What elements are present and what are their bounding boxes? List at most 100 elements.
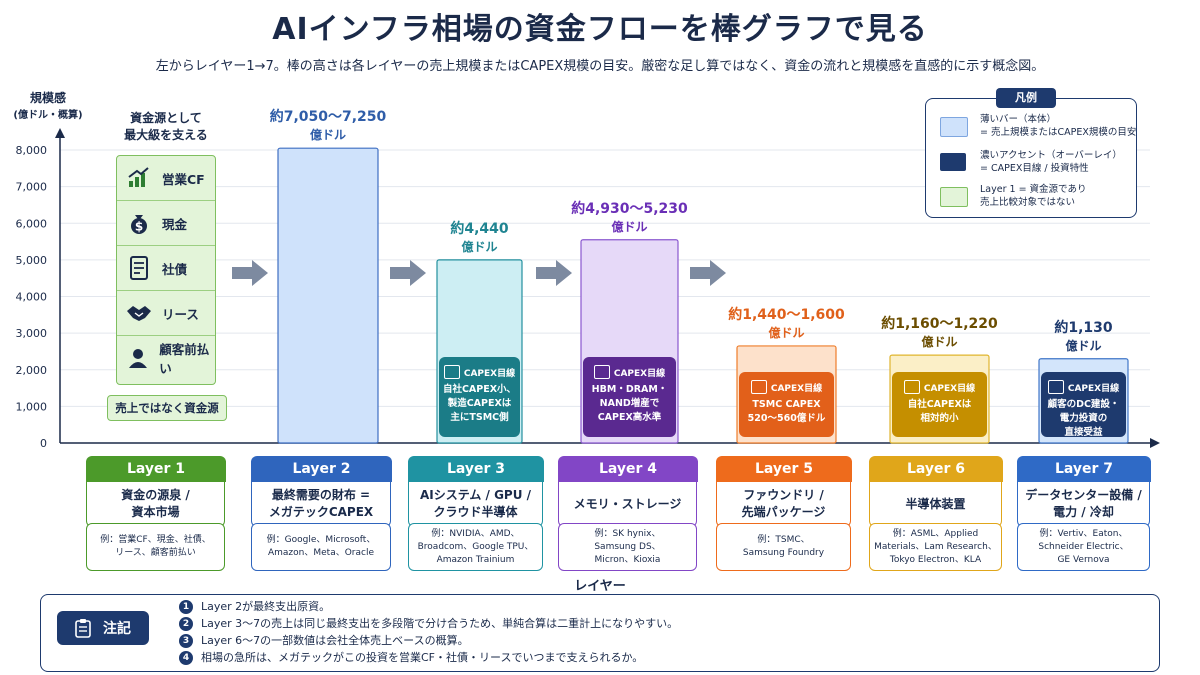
layer-card-title: ファウンドリ / 先端パッケージ (716, 482, 851, 527)
note-number: 1 (179, 600, 193, 614)
capex-overlay-text: 顧客のDC建設・ 電力投資の 直接受益 (1047, 399, 1120, 438)
capex-overlay: CAPEX目線 HBM・DRAM・ NAND増産で CAPEX高水準 (583, 357, 676, 437)
money-bag-icon: $ (126, 211, 152, 235)
layer-card-head: Layer 2 (251, 456, 392, 482)
capex-overlay-head: CAPEX目線 (892, 380, 987, 394)
legend-swatch (940, 117, 968, 137)
flow-arrow-icon (690, 260, 726, 286)
legend-title: 凡例 (996, 88, 1056, 108)
bar-value-range: 約1,130 (1054, 319, 1113, 336)
bar-value-label: 約4,930〜5,230 億ドル (541, 200, 718, 236)
capex-overlay-head: CAPEX目線 (583, 365, 676, 379)
source-label: 営業CF (162, 171, 205, 187)
layer-card-examples: 例：営業CF、現金、社債、 リース、顧客前払い (86, 523, 225, 571)
chip-icon (1047, 380, 1064, 394)
y-tick-label: 6,000 (16, 217, 48, 230)
chip-icon (903, 380, 920, 394)
bar-value-unit: 億ドル (921, 335, 958, 350)
layer-card-title: AIシステム / GPU / クラウド半導体 (408, 482, 543, 527)
y-tick-label: 3,000 (16, 327, 48, 340)
capex-overlay-head: CAPEX目線 (439, 365, 520, 379)
layer-card-head: Layer 1 (86, 456, 226, 482)
capex-overlay-head: CAPEX目線 (1041, 380, 1126, 394)
note-text: Layer 3〜7の売上は同じ最終支出を多段階で分け合うため、単純合算は二重計上… (201, 617, 679, 630)
source-item: 社債 (117, 246, 215, 291)
capex-overlay-title: CAPEX目線 (463, 368, 516, 379)
layer-card-title: データセンター設備 / 電力 / 冷却 (1017, 482, 1150, 527)
note-number: 4 (179, 651, 193, 665)
x-axis-label: レイヤー (574, 579, 626, 594)
clipboard-icon (75, 619, 91, 638)
bar-value-unit: 億ドル (611, 219, 648, 234)
chart-up-icon (126, 166, 152, 190)
bar-value-range: 約4,440 (450, 220, 509, 237)
capex-overlay: CAPEX目線自社CAPEX小、 製造CAPEXは 主にTSMC側 (439, 357, 520, 437)
layer-card-head: Layer 6 (869, 456, 1003, 482)
notes-box: 注記 1 Layer 2が最終支出原資。 2 Layer 3〜7の売上は同じ最終支出… (40, 594, 1160, 672)
sources-note: 売上ではなく資金源 (107, 395, 227, 421)
y-axis-arrow-icon (55, 128, 65, 138)
legend-label: Layer 1 = 資金源であり 売上比較対象ではない (980, 184, 1087, 208)
layer-card-examples: 例：ASML、Applied Materials、Lam Research、 T… (869, 523, 1002, 571)
capex-overlay: CAPEX目線 TSMC CAPEX 520〜560億ドル (739, 372, 834, 437)
capex-overlay-text: TSMC CAPEX 520〜560億ドル (747, 399, 826, 424)
layer-card-examples: 例：SK hynix、 Samsung DS、 Micron、Kioxia (558, 523, 697, 571)
flow-arrow-icon (536, 260, 572, 286)
notes-badge-label: 注記 (103, 621, 131, 637)
y-tick-label: 1,000 (16, 400, 48, 413)
layer-card-examples: 例：TSMC、 Samsung Foundry (716, 523, 851, 571)
note-text: Layer 6〜7の一部数値は会社全体売上ベースの概算。 (201, 634, 469, 647)
source-item: 顧客前払い (117, 336, 215, 380)
y-tick-label: 2,000 (16, 364, 48, 377)
capex-overlay-title: CAPEX目線 (923, 383, 976, 394)
y-tick-label: 0 (40, 437, 47, 450)
y-tick-label: 7,000 (16, 181, 48, 194)
sources-box: 営業CF $ 現金 社債 リース 顧客前払い (116, 155, 216, 385)
capex-overlay-text: 自社CAPEX小、 製造CAPEXは 主にTSMC側 (442, 384, 517, 423)
layer-card-head: Layer 4 (558, 456, 698, 482)
source-label: 顧客前払い (159, 342, 210, 376)
layer-card-head: Layer 5 (716, 456, 852, 482)
layer-card-head: Layer 7 (1017, 456, 1151, 482)
y-axis-title: 規模感 (29, 91, 66, 105)
capex-overlay-title: CAPEX目線 (770, 383, 823, 394)
chip-icon (443, 365, 460, 379)
capex-overlay-title: CAPEX目線 (613, 368, 666, 379)
bar (277, 147, 379, 444)
layer-card-title: 資金の源泉 / 資本市場 (86, 482, 225, 527)
source-label: 社債 (162, 261, 188, 277)
capex-overlay-text: 自社CAPEXは 相対的小 (907, 399, 972, 424)
chip-icon (593, 365, 610, 379)
note-text: 相場の急所は、メガテックがこの投資を営業CF・社債・リースでいつまで支えられるか… (201, 651, 644, 664)
bar-value-unit: 億ドル (1065, 338, 1102, 353)
bar-value-range: 約1,440〜1,600 (728, 306, 845, 323)
note-item: 1 Layer 2が最終支出原資。 (179, 599, 330, 615)
bar-value-label: 約1,440〜1,600 億ドル (697, 306, 876, 342)
bar-value-label: 約1,130 億ドル (999, 319, 1168, 355)
layer-card-examples: 例：Vertiv、Eaton、 Schneider Electric、 GE V… (1017, 523, 1150, 571)
note-item: 4 相場の急所は、メガテックがこの投資を営業CF・社債・リースでいつまで支えられる… (179, 650, 643, 666)
note-text: Layer 2が最終支出原資。 (201, 600, 331, 613)
y-tick-label: 8,000 (16, 144, 48, 157)
source-item: 営業CF (117, 156, 215, 201)
person-icon (126, 346, 149, 370)
layer-card-head: Layer 3 (408, 456, 544, 482)
sources-heading: 資金源として 最大級を支える (124, 111, 208, 142)
layer-card-examples: 例：Google、Microsoft、 Amazon、Meta、Oracle (251, 523, 391, 571)
y-axis-unit: (億ドル・概算) (13, 110, 83, 121)
bond-document-icon (126, 256, 152, 280)
y-tick-label: 5,000 (16, 254, 48, 267)
layer-card-title: 最終需要の財布 = メガテックCAPEX (251, 482, 391, 527)
legend: 凡例 薄いバー（本体） = 売上規模またはCAPEX規模の目安 濃いアクセント（… (925, 88, 1137, 218)
capex-overlay-text: HBM・DRAM・ NAND増産で CAPEX高水準 (591, 384, 668, 423)
capex-overlay: CAPEX目線顧客のDC建設・ 電力投資の 直接受益 (1041, 372, 1126, 438)
bar-value-range: 約7,050〜7,250 (269, 109, 387, 126)
bar-value-range: 約4,930〜5,230 (571, 200, 688, 217)
y-axis-label: 規模感 (億ドル・概算) (8, 90, 88, 124)
svg-text:$: $ (135, 220, 143, 234)
bar-value-label: 約1,160〜1,220 億ドル (850, 315, 1029, 351)
page-subtitle: 左からレイヤー1→7。棒の高さは各レイヤーの売上規模またはCAPEX規模の目安。… (155, 59, 1045, 74)
bar-value-label: 約7,050〜7,250 億ドル (238, 108, 418, 144)
bar-value-range: 約1,160〜1,220 (881, 316, 998, 333)
layer-card-title: メモリ・ストレージ (558, 482, 697, 527)
